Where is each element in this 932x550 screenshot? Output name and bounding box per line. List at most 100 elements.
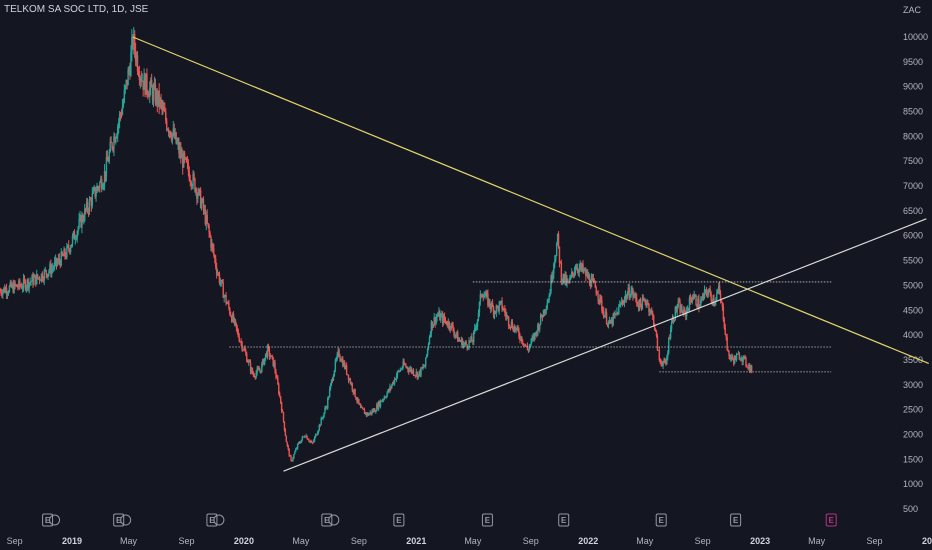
x-tick-label: 2022: [578, 536, 598, 546]
downtrend-line[interactable]: [132, 36, 929, 364]
candle-body: [596, 293, 598, 295]
candle-body: [8, 286, 11, 293]
candle-body: [706, 292, 709, 296]
candle-body: [546, 303, 548, 309]
candle-body: [304, 436, 306, 438]
candle-body: [219, 282, 222, 284]
candle-body: [180, 148, 182, 159]
earnings-event-marker[interactable]: E: [113, 513, 132, 527]
candle-body: [70, 244, 73, 248]
candle-body: [361, 407, 364, 409]
candle-body: [512, 328, 515, 332]
candle-body: [689, 297, 692, 301]
y-tick-label: 500: [903, 504, 918, 514]
candle-body: [555, 244, 558, 256]
earnings-event-marker[interactable]: E: [321, 513, 340, 527]
earnings-event-marker[interactable]: E: [42, 513, 61, 527]
candle-body: [416, 371, 418, 379]
candle-body: [491, 302, 494, 307]
candle-body: [746, 365, 748, 368]
candle-body: [337, 350, 339, 354]
candle-body: [197, 195, 199, 199]
candle-body: [554, 260, 556, 264]
candle-body: [539, 314, 542, 325]
candle-body: [488, 299, 490, 306]
earnings-event-marker[interactable]: E: [481, 513, 493, 527]
candle-body: [709, 289, 711, 294]
uptrend-line[interactable]: [283, 218, 927, 472]
candle-body: [417, 374, 419, 379]
candle-body: [614, 313, 616, 316]
candle-body: [161, 102, 163, 109]
candle-body: [91, 193, 94, 206]
candle-body: [652, 315, 655, 325]
earnings-event-marker[interactable]: E: [655, 513, 667, 527]
candle-body: [734, 355, 737, 361]
candle-body: [466, 344, 468, 348]
candle-body: [156, 91, 158, 105]
candle-body: [405, 365, 407, 368]
candle-body: [407, 366, 409, 370]
candle-body: [313, 437, 316, 441]
candle-body: [731, 355, 733, 358]
candle-body: [0, 290, 2, 294]
candle-body: [78, 219, 80, 228]
candle-body: [384, 397, 386, 398]
candle-body: [46, 274, 48, 278]
candle-body: [250, 368, 253, 372]
candle-body: [316, 433, 319, 436]
candle-body: [652, 312, 654, 316]
drawings[interactable]: [132, 36, 929, 472]
candle-body: [507, 316, 510, 326]
candle-body: [701, 298, 703, 301]
candle-body: [542, 309, 545, 318]
candle-body: [633, 295, 635, 297]
candle-body: [246, 353, 248, 362]
earnings-icon: [481, 513, 493, 527]
candle-body: [265, 353, 268, 357]
candle-body: [518, 330, 520, 337]
earnings-event-marker[interactable]: E: [206, 513, 225, 527]
candle-body: [289, 455, 291, 457]
candle-body: [441, 314, 443, 316]
candle-body: [438, 311, 440, 316]
candle-body: [44, 270, 46, 271]
candle-body: [531, 338, 533, 340]
earnings-event-marker[interactable]: E: [825, 513, 837, 527]
candle-body: [236, 328, 239, 331]
candle-body: [164, 110, 166, 112]
candle-body: [47, 273, 49, 278]
candle-body: [480, 294, 483, 297]
candle-body: [85, 208, 87, 210]
candle-body: [713, 298, 715, 305]
candle-body: [195, 189, 197, 192]
candle-body: [323, 412, 325, 418]
candle-body: [636, 303, 639, 305]
candle-body: [644, 299, 646, 303]
earnings-event-marker[interactable]: E: [558, 513, 570, 527]
candle-body: [220, 280, 223, 283]
x-axis: Sep 2019 May Sep 2020 May Sep 2021 May Sep 2022 May…: [7, 536, 932, 546]
candle-body: [560, 262, 563, 282]
candle-body: [385, 396, 387, 398]
candle-body: [290, 456, 292, 461]
earnings-event-marker[interactable]: E: [730, 513, 742, 527]
candle-body: [18, 280, 20, 288]
candle-body: [435, 317, 437, 324]
candle-body: [609, 320, 612, 324]
candle-body: [669, 329, 672, 339]
candle-body: [299, 442, 302, 444]
candle-body: [210, 236, 212, 248]
candle-body: [122, 101, 125, 107]
candle-body: [629, 296, 631, 299]
candle-body: [359, 403, 361, 406]
candle-body: [541, 317, 544, 318]
candle-body: [73, 231, 76, 240]
candle-body: [409, 368, 412, 370]
candle-body: [479, 294, 482, 303]
candle-body: [138, 74, 141, 81]
candle-body: [704, 289, 707, 291]
earnings-event-marker[interactable]: E: [393, 513, 405, 527]
